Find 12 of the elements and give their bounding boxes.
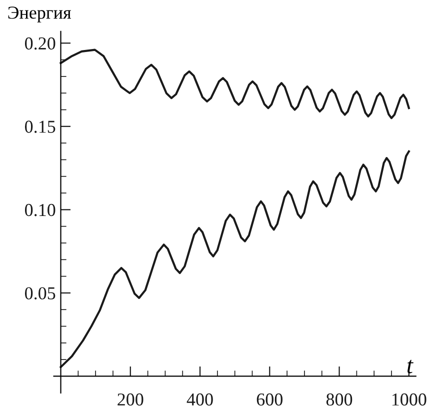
x-tick-label: 800	[326, 393, 352, 406]
y-tick-label: 0.05	[24, 287, 56, 300]
x-tick-label: 600	[256, 393, 282, 406]
line-series	[60, 48, 410, 120]
x-tick-label: 1000	[392, 393, 426, 406]
y-axis-title: Энергия	[8, 6, 71, 22]
x-axis-title: t	[407, 360, 414, 374]
y-tick-label: 0.10	[24, 204, 56, 216]
y-tick-label: 0.20	[24, 37, 56, 50]
y-tick-label: 0.15	[24, 120, 56, 133]
x-tick-label: 200	[118, 393, 144, 406]
x-tick-label: 400	[186, 393, 213, 406]
